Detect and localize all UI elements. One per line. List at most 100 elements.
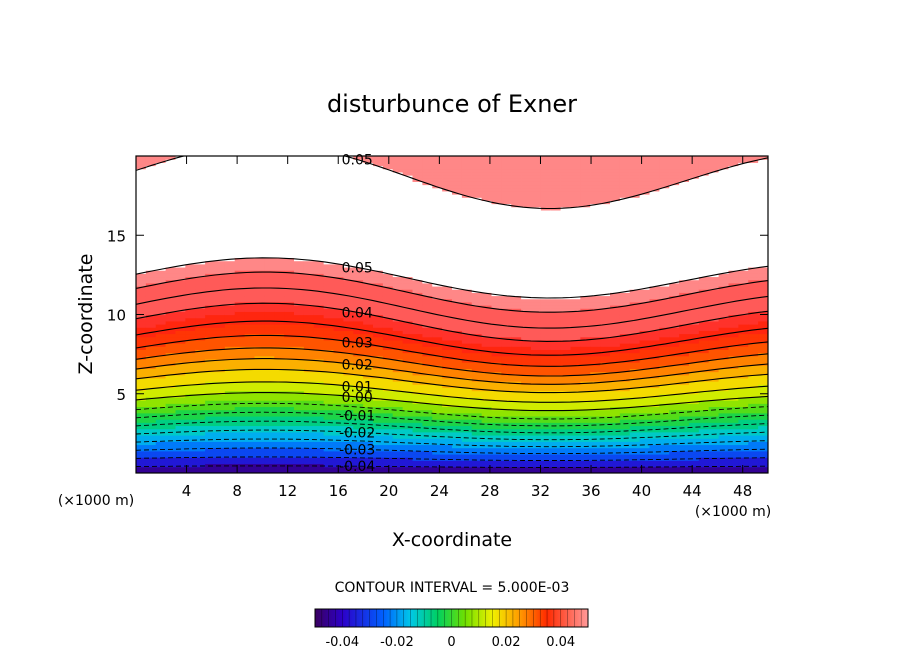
field-cell [136,156,147,160]
field-cell [442,181,453,186]
field-cell [165,390,177,395]
field-cell [274,276,285,281]
field-cell [205,254,216,259]
field-cell [481,251,493,255]
field-cell [145,251,157,255]
field-cell [234,355,246,360]
field-cell [333,295,344,300]
field-cell [412,197,423,201]
field-cell [580,171,591,176]
field-cell [284,241,295,246]
field-cell [136,453,147,458]
field-cell [234,384,246,389]
field-cell [303,333,315,338]
field-cell [570,260,581,265]
field-cell [550,200,562,205]
field-cell [560,409,572,414]
field-cell [481,460,493,465]
field-cell [185,175,196,179]
field-cell [313,203,325,208]
field-cell [343,273,354,278]
field-cell [254,289,265,293]
field-cell [353,425,364,430]
field-cell [323,171,335,176]
field-cell [264,232,275,236]
field-cell [452,260,463,265]
field-cell [215,209,226,214]
field-cell [382,156,394,160]
field-cell [373,289,384,293]
field-cell [165,339,177,344]
field-cell [175,225,186,230]
field-cell [175,232,186,236]
field-cell [323,244,335,249]
field-cell [580,425,591,430]
field-cell [165,412,177,417]
field-cell [205,308,216,312]
field-cell [511,336,522,341]
field-cell [580,225,591,230]
field-cell [590,422,601,427]
field-cell [550,396,562,401]
field-cell [244,216,256,220]
field-cell [610,308,621,312]
field-cell [363,178,374,182]
field-cell [610,260,621,265]
field-cell [303,457,315,461]
field-cell [145,317,157,322]
field-cell [185,422,196,427]
field-cell [619,225,631,230]
field-cell [610,187,621,192]
field-cell [254,463,265,468]
field-cell [491,327,502,331]
field-cell [234,232,246,236]
field-cell [224,225,236,230]
field-cell [343,279,354,284]
field-cell [343,187,354,192]
field-cell [195,377,206,382]
field-cell [511,438,522,442]
field-cell [294,431,305,436]
field-cell [195,314,206,319]
field-cell [501,187,512,192]
field-cell [353,190,364,195]
field-cell [550,355,562,360]
field-cell [442,415,453,420]
field-cell [511,333,522,338]
field-cell [294,209,305,214]
field-cell [392,282,404,287]
field-cell [205,156,216,160]
field-cell [373,412,384,417]
field-cell [461,438,473,442]
field-cell [422,273,433,278]
field-cell [155,292,167,297]
field-cell [294,276,305,281]
field-cell [412,184,423,189]
field-cell [234,206,246,211]
field-cell [452,374,463,379]
field-cell [363,197,374,201]
field-cell [303,159,315,163]
field-cell [145,219,157,224]
field-cell [333,441,344,446]
field-cell [353,336,364,341]
field-cell [610,203,621,208]
field-cell [392,244,404,249]
field-cell [570,434,581,439]
field-cell [205,406,216,411]
field-cell [619,463,631,468]
field-cell [521,238,532,243]
field-cell [254,314,265,319]
field-cell [600,266,611,271]
field-cell [373,263,384,268]
field-cell [382,447,394,452]
field-cell [521,327,532,331]
field-cell [531,266,542,271]
field-cell [333,301,344,306]
field-cell [501,276,512,281]
field-cell [511,403,522,408]
field-cell [511,165,522,170]
field-cell [501,314,512,319]
field-cell [155,324,167,328]
field-cell [600,235,611,240]
